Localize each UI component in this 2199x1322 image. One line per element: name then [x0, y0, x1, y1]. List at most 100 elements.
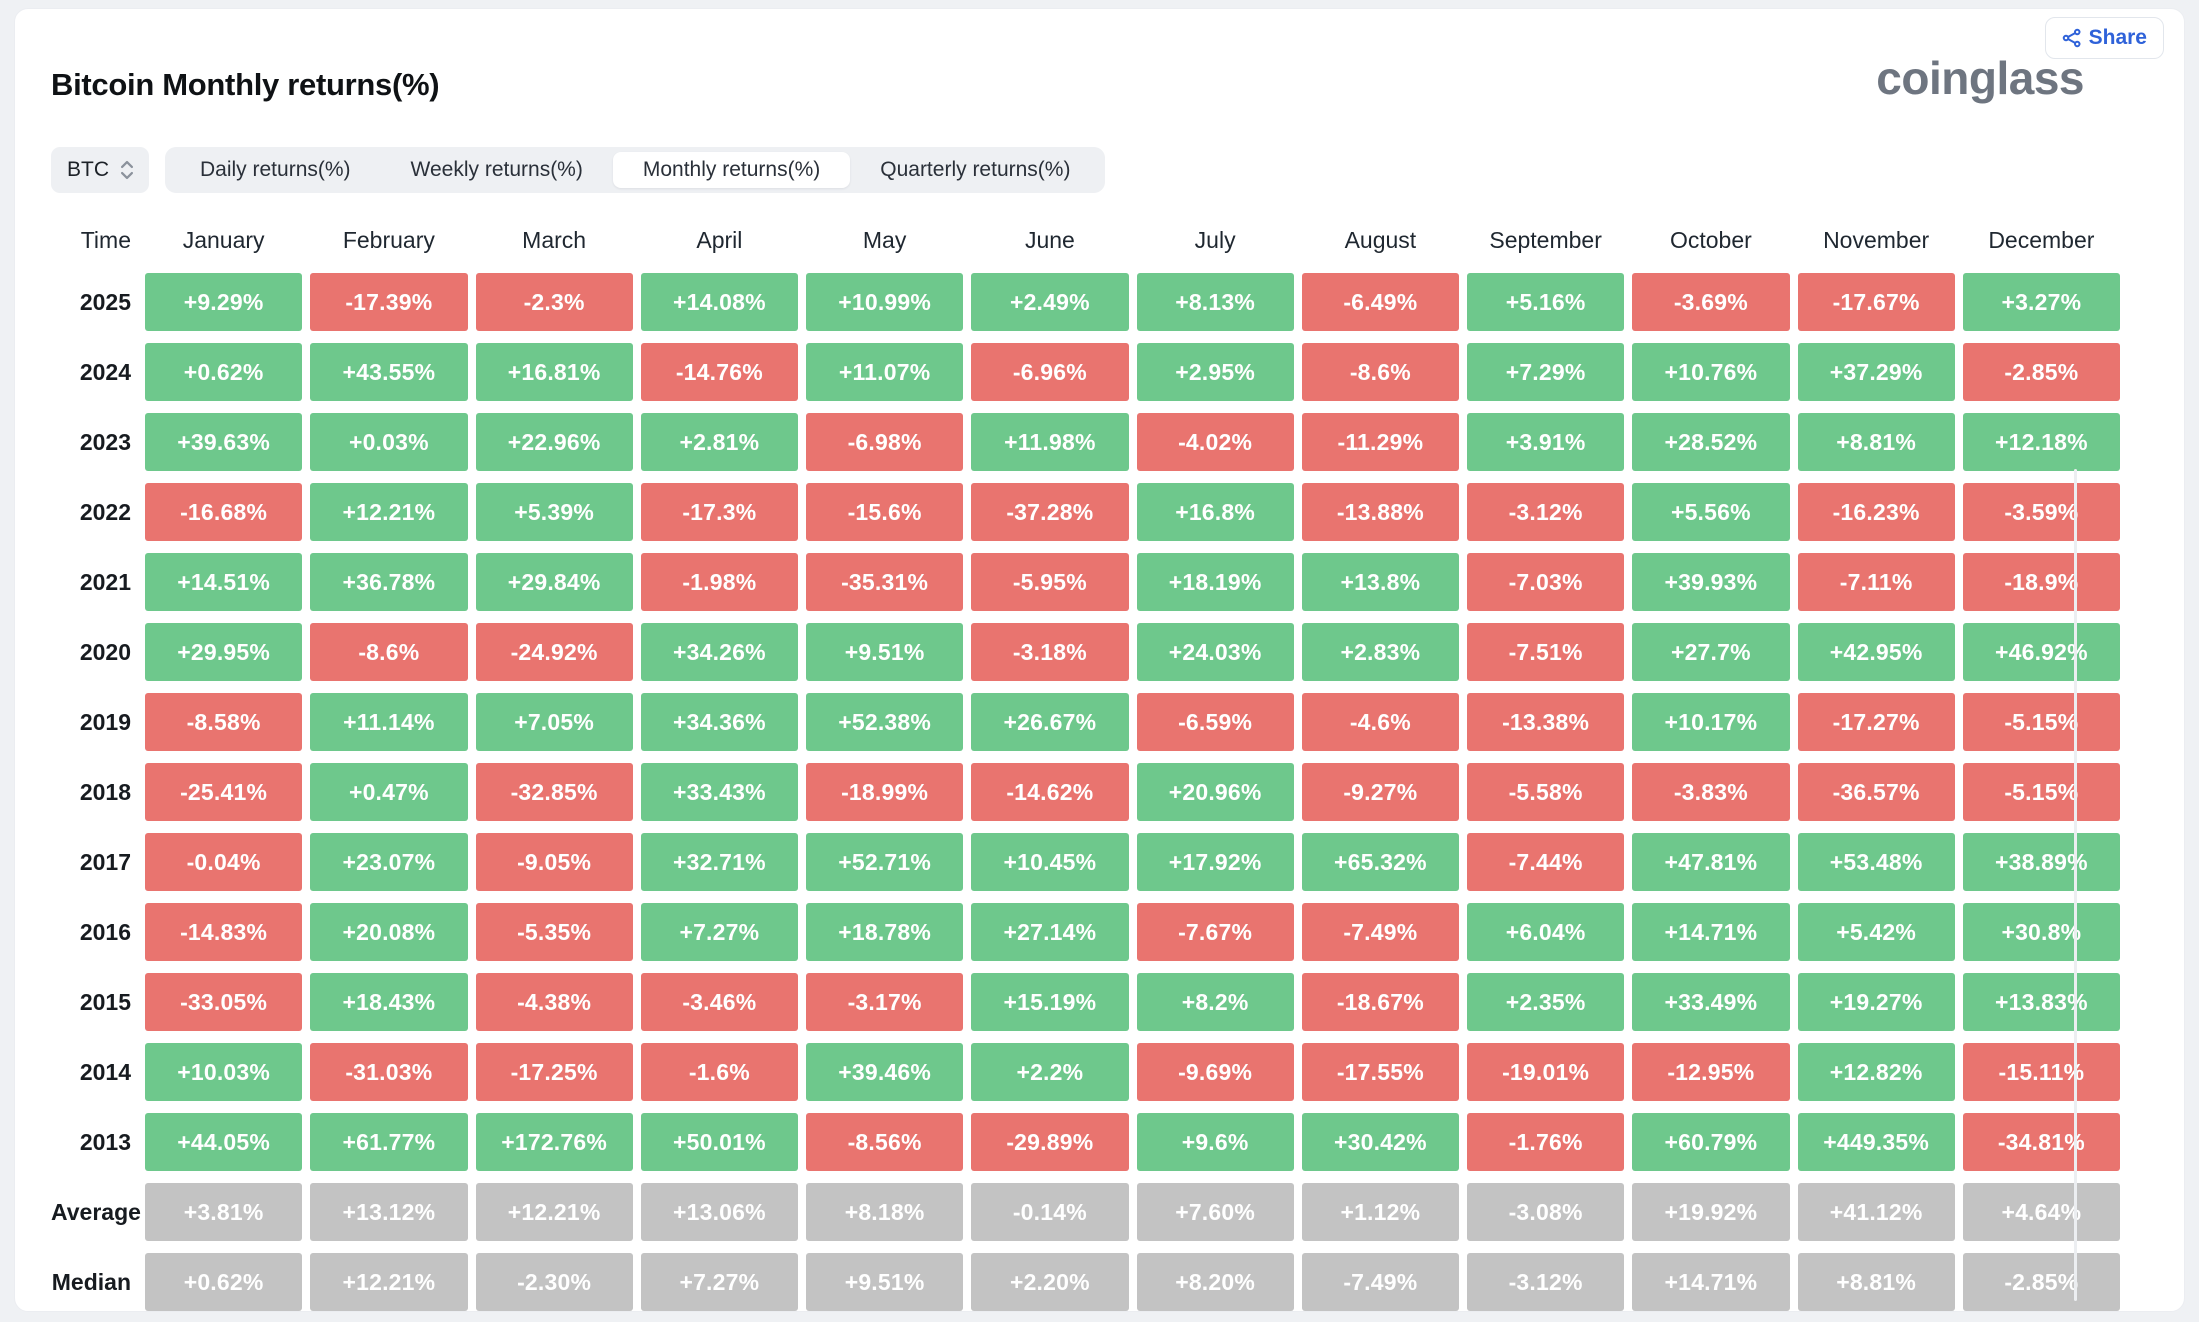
return-cell: +60.79% — [1632, 1113, 1790, 1171]
month-header: August — [1344, 227, 1417, 253]
return-cell: -3.12% — [1467, 1253, 1625, 1311]
return-cell: +39.46% — [806, 1043, 964, 1101]
return-cell: -3.83% — [1632, 763, 1790, 821]
return-cell: -4.02% — [1136, 413, 1294, 471]
return-cell: +7.29% — [1467, 343, 1625, 401]
return-cell: +30.42% — [1301, 1113, 1459, 1171]
return-cell: -7.49% — [1301, 1253, 1459, 1311]
return-cell: -14.83% — [145, 903, 303, 961]
return-cell: -19.01% — [1467, 1043, 1625, 1101]
return-cell: +8.2% — [1136, 973, 1294, 1031]
return-cell: -17.3% — [640, 483, 798, 541]
tab-weekly[interactable]: Weekly returns(%) — [410, 158, 583, 181]
return-cell: -18.9% — [1962, 553, 2120, 611]
return-cell: +36.78% — [310, 553, 468, 611]
month-header: June — [1024, 227, 1075, 253]
return-cell: -17.67% — [1797, 273, 1955, 331]
return-cell: +34.26% — [640, 623, 798, 681]
return-cell: -5.15% — [1962, 693, 2120, 751]
return-cell: -1.98% — [640, 553, 798, 611]
row-label: 2022 — [79, 499, 131, 525]
return-cell: +8.81% — [1797, 413, 1955, 471]
return-cell: +5.56% — [1632, 483, 1790, 541]
return-cell: +2.83% — [1301, 623, 1459, 681]
return-cell: +2.81% — [640, 413, 798, 471]
return-cell: +1.12% — [1301, 1183, 1459, 1241]
return-cell: -7.49% — [1301, 903, 1459, 961]
return-cell: +5.39% — [475, 483, 633, 541]
return-cell: -25.41% — [145, 763, 303, 821]
return-cell: +32.71% — [640, 833, 798, 891]
return-cell: +2.95% — [1136, 343, 1294, 401]
return-cell: +27.14% — [971, 903, 1129, 961]
row-label: 2014 — [79, 1059, 131, 1085]
return-cell: -11.29% — [1301, 413, 1459, 471]
return-cell: +2.20% — [971, 1253, 1129, 1311]
tab-quarterly[interactable]: Quarterly returns(%) — [880, 158, 1071, 181]
share-button[interactable]: Share — [2044, 17, 2164, 59]
return-cell: -3.08% — [1467, 1183, 1625, 1241]
return-cell: -16.68% — [145, 483, 303, 541]
return-cell: +14.71% — [1632, 1253, 1790, 1311]
return-cell: +3.81% — [145, 1183, 303, 1241]
return-cell: +61.77% — [310, 1113, 468, 1171]
tab-daily[interactable]: Daily returns(%) — [200, 158, 351, 181]
return-cell: -4.38% — [475, 973, 633, 1031]
return-cell: -3.69% — [1632, 273, 1790, 331]
return-cell: +22.96% — [475, 413, 633, 471]
time-column-header: Time — [80, 227, 131, 253]
return-cell: -34.81% — [1962, 1113, 2120, 1171]
row-label: 2021 — [79, 569, 131, 595]
return-cell: +9.51% — [806, 623, 964, 681]
return-cell: +33.43% — [640, 763, 798, 821]
return-cell: +15.19% — [971, 973, 1129, 1031]
return-cell: -37.28% — [971, 483, 1129, 541]
return-cell: +47.81% — [1632, 833, 1790, 891]
return-cell: -17.27% — [1797, 693, 1955, 751]
return-cell: +8.81% — [1797, 1253, 1955, 1311]
return-cell: -17.39% — [310, 273, 468, 331]
symbol-select[interactable]: BTC — [51, 147, 149, 193]
return-cell: +10.76% — [1632, 343, 1790, 401]
return-cell: +23.07% — [310, 833, 468, 891]
return-cell: +172.76% — [475, 1113, 633, 1171]
month-header: November — [1823, 227, 1930, 253]
month-header: December — [1988, 227, 2095, 253]
return-cell: +13.8% — [1301, 553, 1459, 611]
row-label: 2020 — [79, 639, 131, 665]
return-cell: +9.6% — [1136, 1113, 1294, 1171]
return-cell: +26.67% — [971, 693, 1129, 751]
return-cell: +6.04% — [1467, 903, 1625, 961]
return-cell: -0.14% — [971, 1183, 1129, 1241]
return-cell: +0.62% — [145, 1253, 303, 1311]
return-cell: +10.17% — [1632, 693, 1790, 751]
return-cell: -3.18% — [971, 623, 1129, 681]
return-cell: +11.98% — [971, 413, 1129, 471]
returns-table: Time January February March April May June July… — [51, 219, 2120, 1311]
return-cell: -9.27% — [1301, 763, 1459, 821]
return-cell: +13.12% — [310, 1183, 468, 1241]
row-label: 2025 — [79, 289, 131, 315]
return-cell: +5.16% — [1467, 273, 1625, 331]
return-cell: -0.04% — [145, 833, 303, 891]
return-cell: +14.71% — [1632, 903, 1790, 961]
return-cell: +7.27% — [640, 1253, 798, 1311]
return-cell: -1.76% — [1467, 1113, 1625, 1171]
row-label: 2016 — [79, 919, 131, 945]
return-cell: +37.29% — [1797, 343, 1955, 401]
return-cell: +8.13% — [1136, 273, 1294, 331]
return-cell: +19.92% — [1632, 1183, 1790, 1241]
return-cell: +16.81% — [475, 343, 633, 401]
return-cell: +18.78% — [806, 903, 964, 961]
return-cell: +30.8% — [1962, 903, 2120, 961]
return-cell: +10.03% — [145, 1043, 303, 1101]
return-cell: +42.95% — [1797, 623, 1955, 681]
return-cell: -14.62% — [971, 763, 1129, 821]
return-cell: +5.42% — [1797, 903, 1955, 961]
tab-monthly[interactable]: Monthly returns(%) — [612, 152, 851, 188]
return-cell: -7.03% — [1467, 553, 1625, 611]
return-cell: -36.57% — [1797, 763, 1955, 821]
returns-card: Share coinglass Bitcoin Monthly returns(… — [14, 8, 2185, 1312]
return-cell: +12.21% — [475, 1183, 633, 1241]
row-label: Average — [51, 1199, 141, 1225]
